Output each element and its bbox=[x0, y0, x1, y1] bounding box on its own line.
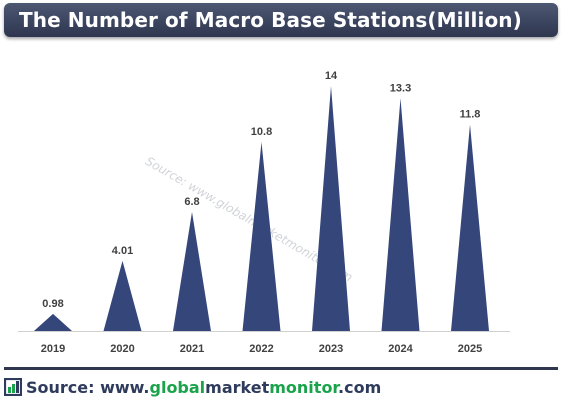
chart-title: The Number of Macro Base Stations(Millio… bbox=[19, 8, 522, 32]
data-label-2021: 6.8 bbox=[184, 196, 199, 208]
source-footer: Source: www.globalmarketmonitor.com bbox=[4, 376, 381, 398]
x-tick-2019: 2019 bbox=[41, 343, 65, 355]
data-label-2020: 4.01 bbox=[112, 245, 133, 257]
x-tick-2022: 2022 bbox=[249, 343, 273, 355]
x-tick-2020: 2020 bbox=[110, 343, 134, 355]
brand-market: market bbox=[205, 377, 270, 397]
x-tick-2023: 2023 bbox=[319, 343, 343, 355]
bar-2022 bbox=[242, 142, 281, 331]
bar-2023 bbox=[312, 86, 350, 331]
title-bar: The Number of Macro Base Stations(Millio… bbox=[4, 3, 558, 37]
bar-2025 bbox=[451, 124, 489, 331]
bar-2024 bbox=[381, 98, 420, 331]
bar-2019 bbox=[34, 313, 72, 331]
data-label-2024: 13.3 bbox=[390, 82, 411, 94]
bar-2021 bbox=[173, 212, 211, 331]
x-tick-2021: 2021 bbox=[180, 343, 204, 355]
data-label-2022: 10.8 bbox=[251, 126, 272, 138]
x-tick-2024: 2024 bbox=[388, 343, 413, 355]
bar-2020 bbox=[103, 260, 142, 331]
source-text: Source: www.globalmarketmonitor.com bbox=[26, 378, 381, 397]
brand-global: global bbox=[149, 377, 206, 397]
data-label-2023: 14 bbox=[325, 70, 338, 82]
footer-divider bbox=[4, 367, 558, 370]
brand-monitor: monitor bbox=[269, 377, 339, 397]
source-label: Source: www. bbox=[26, 377, 150, 397]
data-label-2025: 11.8 bbox=[460, 109, 481, 121]
x-tick-2025: 2025 bbox=[458, 343, 482, 355]
gmm-logo-icon bbox=[4, 378, 22, 396]
source-suffix: .com bbox=[338, 377, 382, 397]
data-label-2019: 0.98 bbox=[42, 298, 63, 310]
